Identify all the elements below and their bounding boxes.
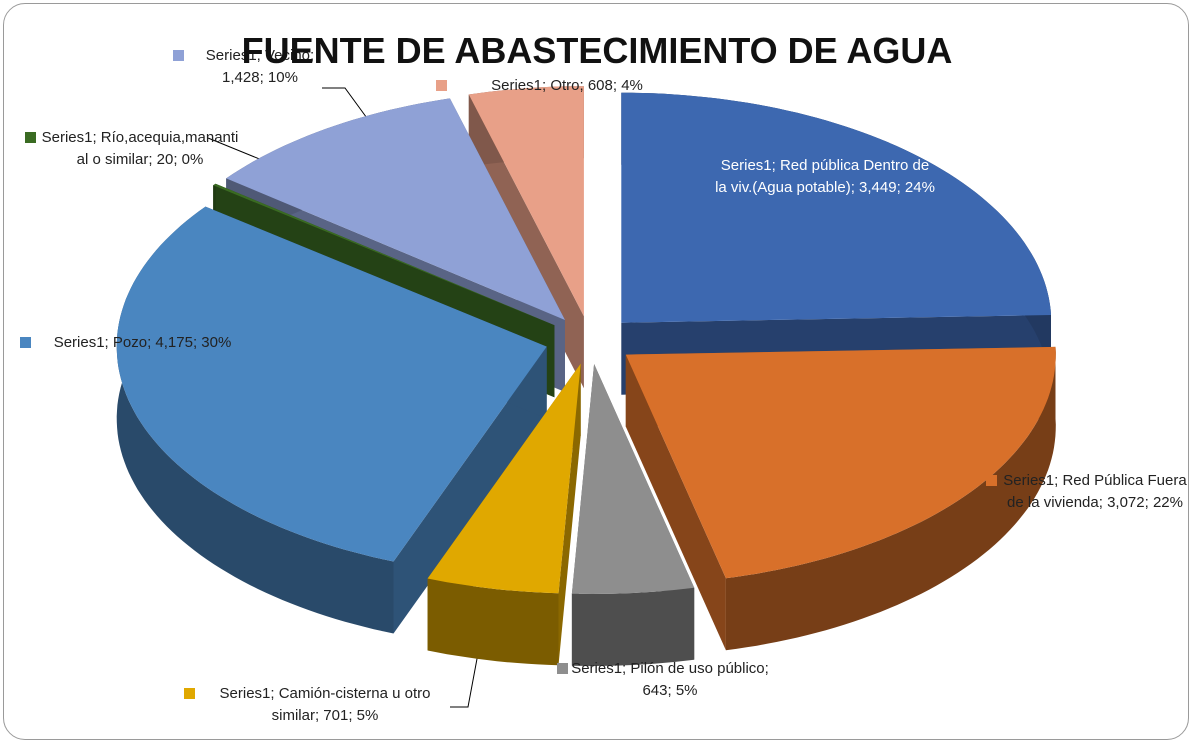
legend-key xyxy=(173,50,184,61)
slice xyxy=(213,183,555,326)
legend-key xyxy=(20,337,31,348)
data-label: Series1; Río,acequia,mananti al o simila… xyxy=(41,129,239,168)
data-label: Series1; Camión-cisterna u otro similar;… xyxy=(219,685,431,724)
slice xyxy=(625,346,1056,579)
slice xyxy=(226,98,565,321)
legend-key xyxy=(986,475,997,486)
slice xyxy=(571,364,695,594)
data-label: Series1; Red pública Dentro de la viv.(A… xyxy=(715,157,935,196)
data-label: Series1; Vecino; 1,428; 10% xyxy=(205,47,315,86)
data-label: Series1; Red Pública Fuera de la viviend… xyxy=(1003,472,1187,511)
legend-key xyxy=(436,80,447,91)
frame xyxy=(3,3,1189,740)
slice xyxy=(427,363,581,594)
data-label: Series1; Pozo; 4,175; 30% xyxy=(53,334,232,351)
slice xyxy=(468,86,584,317)
slice-wall xyxy=(625,354,726,651)
leader-line xyxy=(322,87,373,126)
data-label: Series1; Otro; 608; 4% xyxy=(491,77,643,94)
legend-key xyxy=(25,132,36,143)
data-label: Series1; Pilón de uso público; 643; 5% xyxy=(571,660,769,699)
slice-side xyxy=(571,587,695,666)
chart-title: FUENTE DE ABASTECIMIENTO DE AGUA xyxy=(241,30,953,71)
legend-key xyxy=(557,663,568,674)
slice-side xyxy=(725,346,1056,651)
legend-key xyxy=(184,688,195,699)
slice-side xyxy=(116,206,394,634)
slice-side xyxy=(427,578,559,666)
slice xyxy=(621,92,1051,323)
slice xyxy=(116,206,547,562)
slice-wall xyxy=(393,346,547,634)
